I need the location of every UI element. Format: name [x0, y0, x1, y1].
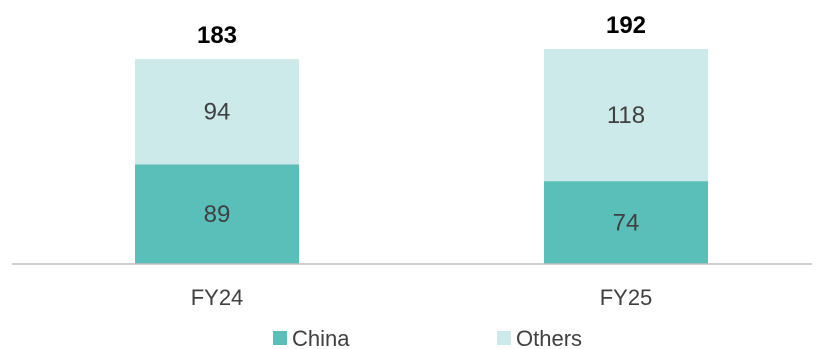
data-label-china-fy25: 74	[613, 210, 640, 237]
x-tick-label-fy25: FY25	[600, 285, 653, 310]
legend-label-china: China	[292, 326, 350, 349]
bar-others-fy24	[135, 59, 299, 165]
bar-others-fy25	[544, 49, 708, 182]
legend-swatch-china	[273, 331, 287, 345]
bar-china-fy25	[544, 181, 708, 264]
data-label-china-fy24: 89	[204, 201, 231, 228]
total-label-fy25: 192	[606, 12, 646, 39]
x-tick-label-fy24: FY24	[191, 285, 244, 310]
legend-item-others: Others	[497, 326, 582, 349]
legend: China Others	[273, 326, 582, 349]
data-label-others-fy25: 118	[607, 102, 645, 129]
labels-layer: 89 94 183 74 118 192	[197, 12, 646, 237]
bar-china-fy24	[135, 164, 299, 264]
total-label-fy24: 183	[197, 22, 237, 49]
legend-item-china: China	[273, 326, 350, 349]
x-axis-ticks: FY24 FY25	[191, 285, 653, 310]
legend-swatch-others	[497, 331, 511, 345]
data-label-others-fy24: 94	[204, 99, 231, 126]
bars-layer	[135, 49, 708, 264]
legend-label-others: Others	[516, 326, 582, 349]
